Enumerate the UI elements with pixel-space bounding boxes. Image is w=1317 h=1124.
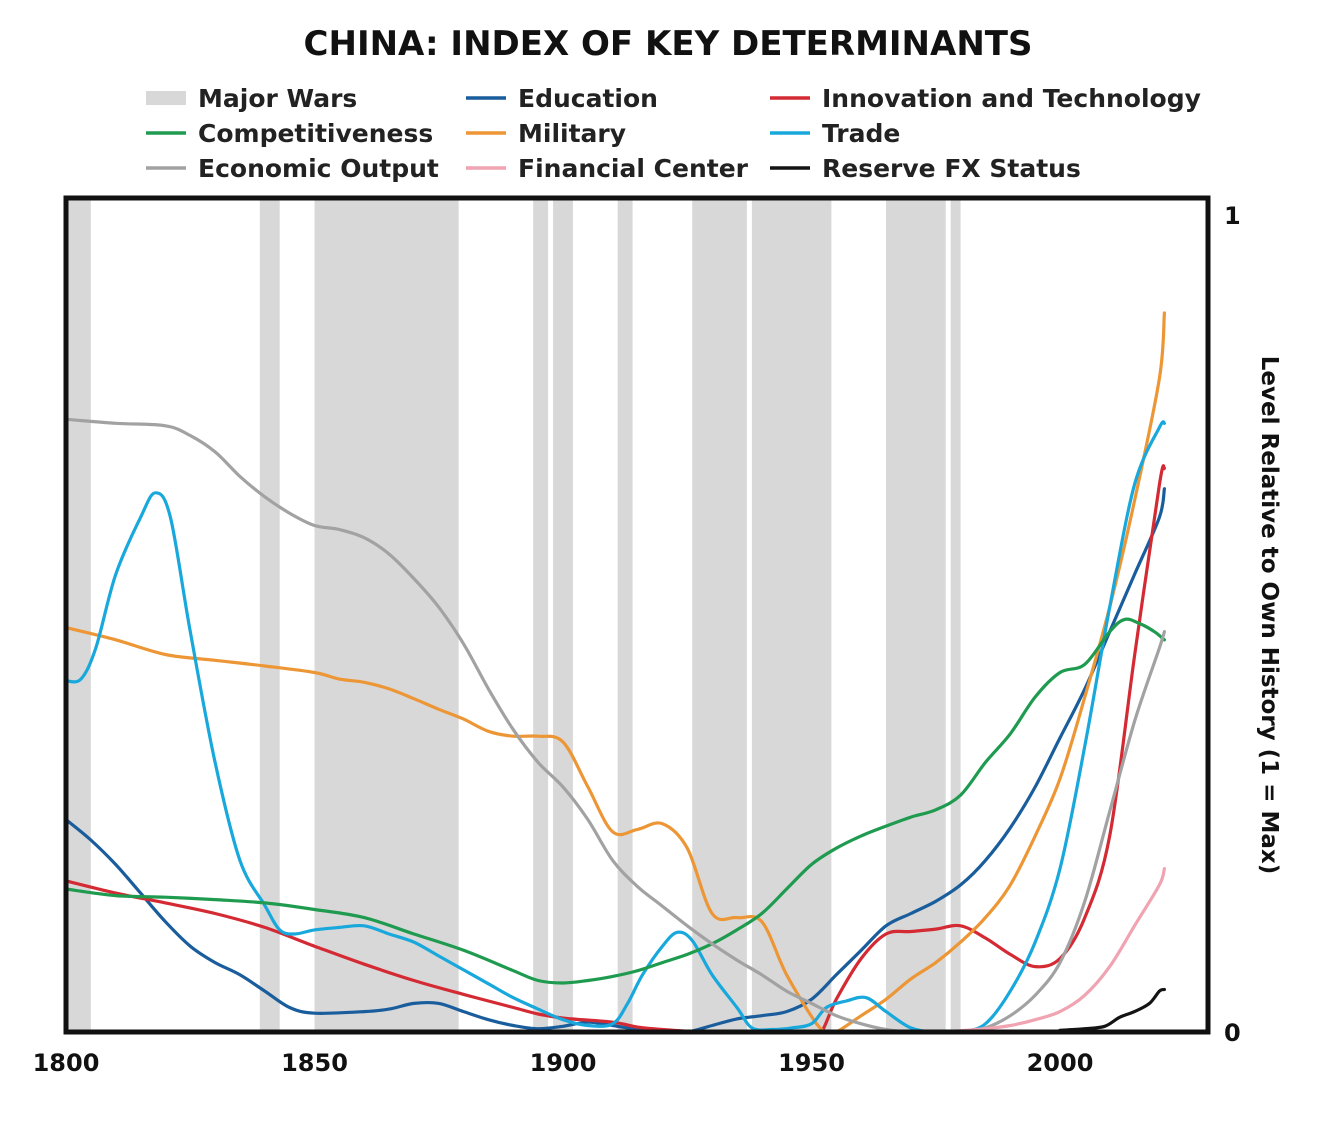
x-tick-label-1900: 1900: [530, 1049, 597, 1077]
y-tick-label-0: 0: [1224, 1019, 1241, 1047]
war-band-4: [553, 198, 573, 1032]
war-band-6: [692, 198, 747, 1032]
y-axis-label: Level Relative to Own History (1 = Max): [1256, 356, 1282, 874]
legend-label-innovation-and-technology: Innovation and Technology: [822, 84, 1201, 113]
legend-swatch-major-wars: [146, 91, 186, 105]
series-line-innovation-and-technology: [64, 464, 1166, 1034]
legend-label-major-wars: Major Wars: [198, 84, 357, 113]
major-wars-bands: [66, 198, 961, 1032]
legend-label-education: Education: [518, 84, 658, 113]
war-band-0: [66, 198, 91, 1032]
plot-frame: [63, 195, 1211, 1035]
series-line-competitiveness: [64, 617, 1166, 985]
war-band-1: [259, 198, 280, 1032]
legend: Major Wars Education Innovation and Techno…: [146, 84, 1201, 183]
war-band-3: [533, 198, 549, 1032]
legend-label-military: Military: [518, 119, 626, 148]
legend-label-reserve-fx-status: Reserve FX Status: [822, 154, 1081, 183]
series-lines: [64, 311, 1166, 1034]
war-band-8: [886, 198, 946, 1032]
legend-label-financial-center: Financial Center: [518, 154, 749, 183]
series-line-military: [64, 311, 1166, 1034]
x-tick-label-2000: 2000: [1027, 1049, 1094, 1077]
series-line-economic-output: [64, 417, 1166, 1034]
x-axis-ticks: 1800 1850 1900 1950 2000: [33, 1049, 1094, 1077]
series-line-trade: [64, 420, 1166, 1034]
war-band-9: [950, 198, 961, 1032]
y-tick-label-1: 1: [1224, 202, 1241, 230]
x-tick-label-1850: 1850: [281, 1049, 348, 1077]
y-axis-ticks: 01: [1224, 202, 1241, 1047]
war-band-7: [751, 198, 832, 1032]
war-band-2: [314, 198, 459, 1032]
legend-label-economic-output: Economic Output: [198, 154, 439, 183]
chart-title: CHINA: INDEX OF KEY DETERMINANTS: [304, 24, 1033, 64]
series-line-education: [64, 487, 1166, 1034]
x-tick-label-1950: 1950: [778, 1049, 845, 1077]
legend-label-trade: Trade: [822, 119, 900, 148]
war-band-5: [617, 198, 633, 1032]
legend-label-competitiveness: Competitiveness: [198, 119, 433, 148]
x-tick-label-1800: 1800: [33, 1049, 100, 1077]
